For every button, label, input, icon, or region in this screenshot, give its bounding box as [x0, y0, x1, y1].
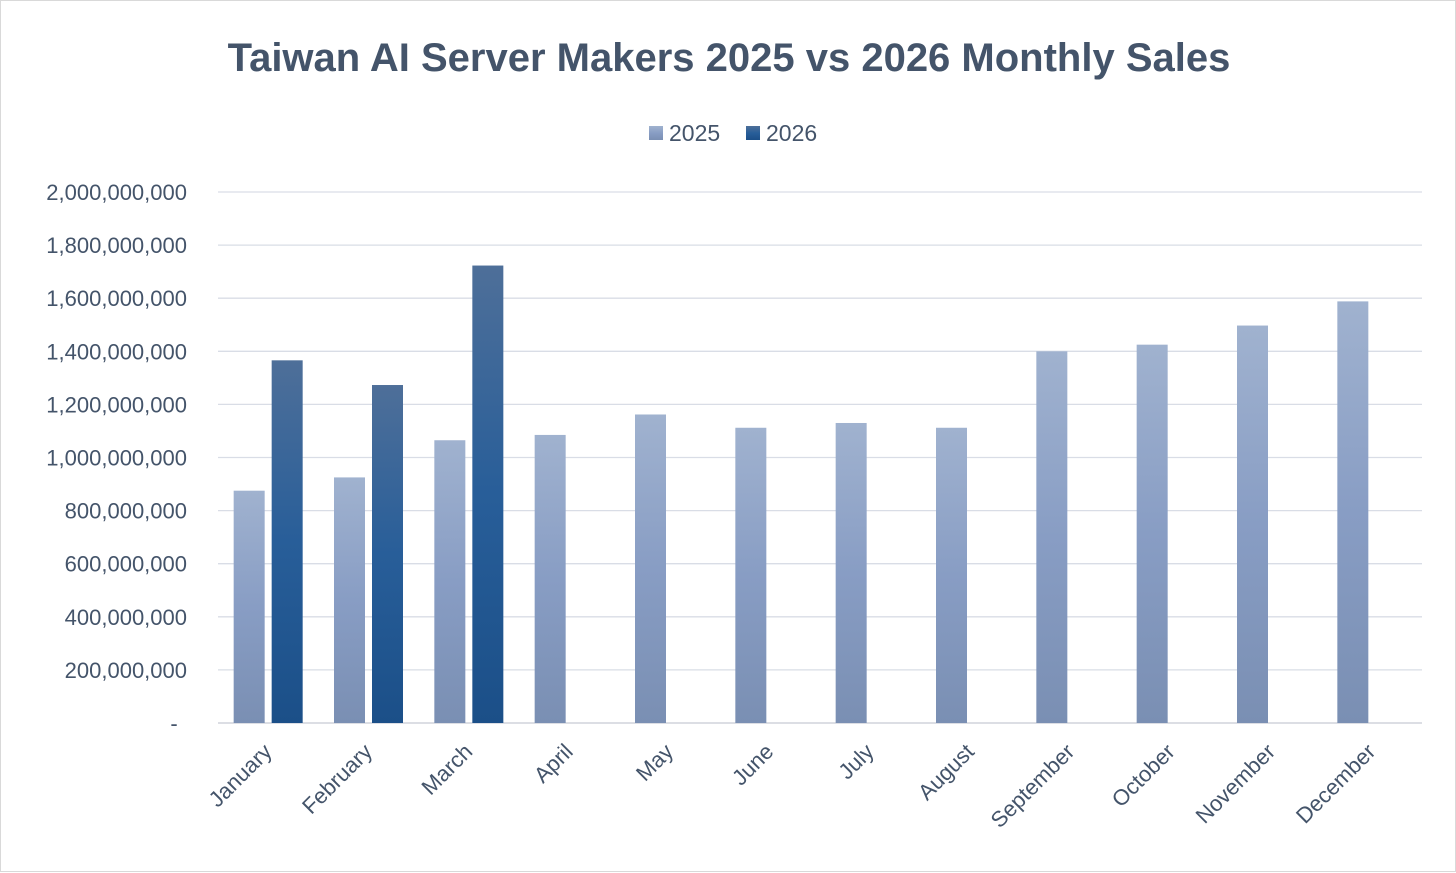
bar-2025-november: [1237, 325, 1268, 723]
bar-2025-march: [434, 440, 466, 723]
y-tick-label: 1,600,000,000: [46, 286, 187, 311]
bar-2025-january: [233, 490, 265, 723]
x-tick-label: December: [1291, 739, 1380, 828]
y-tick-label: 1,400,000,000: [46, 339, 187, 364]
y-tick-label: 1,800,000,000: [46, 233, 187, 258]
bar-2025-september: [1036, 351, 1068, 723]
y-tick-label: 1,200,000,000: [46, 392, 187, 417]
bar-2025-april: [534, 434, 566, 723]
x-axis-ticks: January February March April May June July Augu…: [204, 739, 1381, 833]
x-tick-label: August: [913, 739, 979, 805]
legend-label-2026: 2026: [766, 120, 817, 146]
x-tick-label: January: [204, 739, 277, 812]
legend-swatch-2026: [746, 126, 760, 140]
x-tick-label: February: [297, 739, 377, 819]
y-tick-label: 800,000,000: [65, 499, 187, 524]
y-tick-label: 2,000,000,000: [46, 180, 187, 205]
bar-2026-february: [372, 385, 403, 723]
x-tick-label: June: [727, 739, 778, 790]
y-tick-label: 400,000,000: [65, 605, 187, 630]
x-tick-label: October: [1107, 739, 1180, 812]
bars: [233, 265, 1369, 723]
x-tick-label: March: [416, 739, 477, 800]
y-axis-ticks: - 200,000,000 400,000,000 600,000,000 800,00…: [46, 180, 187, 736]
x-tick-label: May: [631, 739, 678, 786]
bar-2026-january: [271, 360, 303, 723]
legend: 2025 2026: [649, 120, 817, 146]
y-tick-label: -: [170, 711, 177, 736]
y-tick-label: 200,000,000: [65, 658, 187, 683]
bar-2025-july: [835, 422, 867, 723]
gridlines: [218, 191, 1422, 724]
x-tick-label: September: [986, 739, 1080, 833]
bar-2025-may: [635, 414, 666, 723]
chart-title: Taiwan AI Server Makers 2025 vs 2026 Mon…: [228, 36, 1231, 80]
bar-2025-february: [334, 477, 365, 723]
bar-2025-december: [1337, 301, 1369, 723]
legend-swatch-2025: [649, 126, 663, 140]
x-tick-label: April: [529, 739, 578, 788]
bar-2026-march: [472, 265, 504, 723]
bar-2025-june: [735, 427, 767, 723]
legend-label-2025: 2025: [669, 120, 720, 146]
x-tick-label: July: [833, 739, 878, 784]
y-tick-label: 1,000,000,000: [46, 446, 187, 471]
bar-2025-august: [936, 427, 967, 723]
bar-2025-october: [1136, 344, 1168, 723]
x-tick-label: November: [1191, 739, 1280, 828]
y-tick-label: 600,000,000: [65, 552, 187, 577]
